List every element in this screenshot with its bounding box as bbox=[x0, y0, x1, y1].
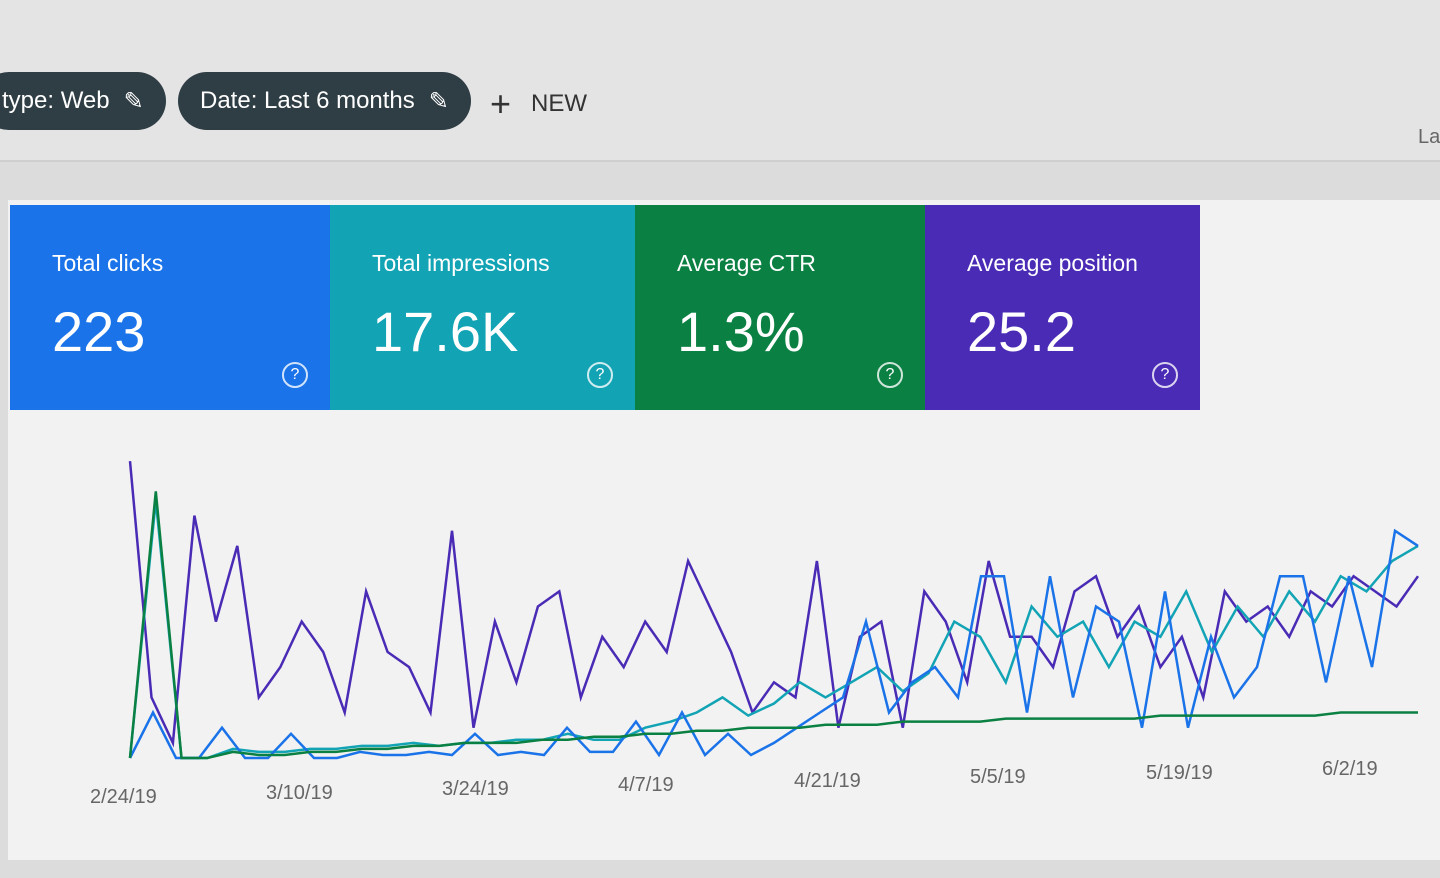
filter-label: Date: Last 6 months bbox=[200, 87, 415, 114]
x-tick-label: 4/21/19 bbox=[794, 770, 861, 792]
x-tick-label: 3/10/19 bbox=[266, 782, 333, 804]
card-label: Total impressions bbox=[372, 250, 550, 276]
help-icon[interactable]: ? bbox=[877, 362, 903, 388]
card-average-position[interactable]: Average position 25.2 ? bbox=[925, 205, 1200, 410]
pencil-icon[interactable]: ✎ bbox=[123, 87, 144, 115]
card-label: Average CTR bbox=[677, 250, 816, 276]
metric-cards: Total clicks 223 ? Total impressions 17.… bbox=[10, 205, 1200, 410]
series-line-1 bbox=[128, 500, 1419, 760]
card-value: 25.2 bbox=[967, 300, 1076, 363]
pencil-icon[interactable]: ✎ bbox=[428, 87, 449, 115]
cut-off-text: La bbox=[1418, 126, 1440, 148]
series-line-0 bbox=[128, 460, 1420, 748]
card-value: 17.6K bbox=[372, 300, 519, 363]
filter-chip-date[interactable]: Date: Last 6 months ✎ bbox=[178, 72, 471, 130]
plus-icon: + bbox=[490, 83, 512, 124]
filter-label: type: Web bbox=[2, 87, 110, 114]
card-total-clicks[interactable]: Total clicks 223 ? bbox=[10, 205, 330, 410]
x-tick-label: 5/19/19 bbox=[1146, 762, 1213, 784]
x-tick-label: 5/5/19 bbox=[970, 766, 1026, 788]
card-value: 1.3% bbox=[677, 300, 805, 363]
new-filter-button[interactable]: + NEW bbox=[490, 83, 588, 124]
card-label: Average position bbox=[967, 250, 1138, 276]
series-line-2 bbox=[128, 528, 1419, 760]
new-label: NEW bbox=[531, 90, 588, 117]
x-tick-label: 2/24/19 bbox=[90, 786, 157, 808]
x-tick-label: 4/7/19 bbox=[618, 774, 674, 796]
series-line-3 bbox=[128, 491, 1418, 760]
filter-chip-type[interactable]: type: Web ✎ bbox=[0, 72, 166, 130]
help-icon[interactable]: ? bbox=[1152, 362, 1178, 388]
card-value: 223 bbox=[52, 300, 146, 363]
card-label: Total clicks bbox=[52, 250, 164, 276]
card-total-impressions[interactable]: Total impressions 17.6K ? bbox=[330, 205, 635, 410]
help-icon[interactable]: ? bbox=[282, 362, 308, 388]
x-tick-label: 3/24/19 bbox=[442, 778, 509, 800]
x-tick-label: 6/2/19 bbox=[1322, 758, 1378, 780]
help-icon[interactable]: ? bbox=[587, 362, 613, 388]
card-average-ctr[interactable]: Average CTR 1.3% ? bbox=[635, 205, 925, 410]
